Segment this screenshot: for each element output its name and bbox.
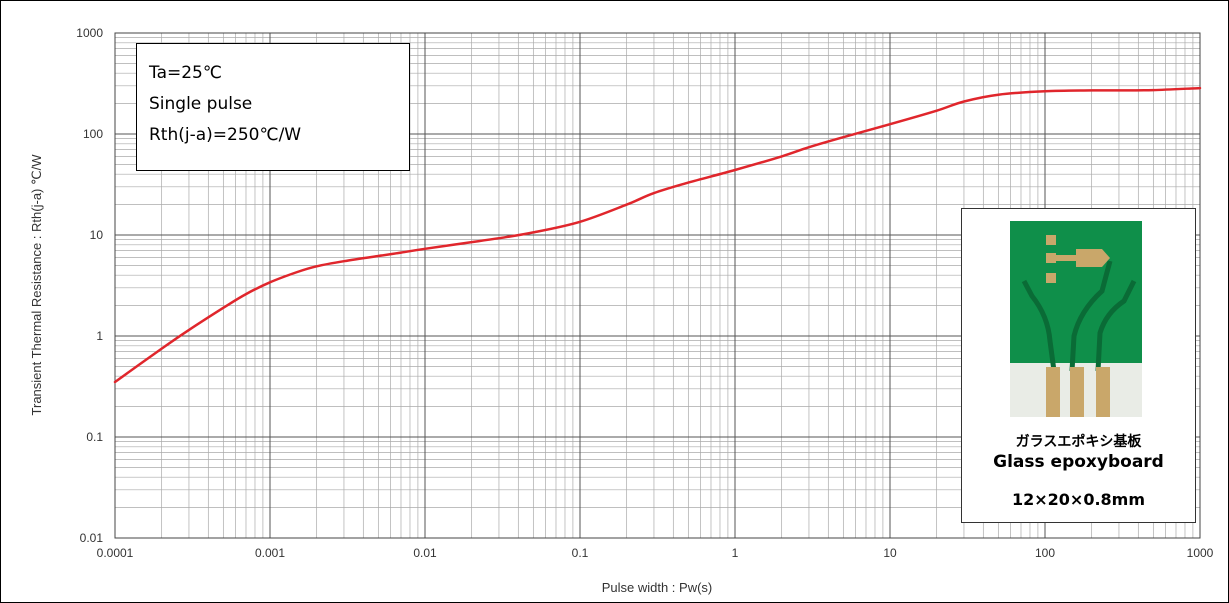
board-inset: ガラスエポキシ基板 Glass epoxyboard 12×20×0.8mm (961, 208, 1196, 523)
y-tick-label: 1000 (76, 26, 103, 40)
board-caption-japanese: ガラスエポキシ基板 (1015, 434, 1142, 450)
y-tick-label: 0.1 (86, 430, 103, 444)
x-tick-label: 1000 (1187, 546, 1214, 560)
y-tick-label: 1 (96, 329, 103, 343)
x-axis-label: Pulse width : Pw(s) (602, 580, 713, 595)
pcb-trace (1069, 260, 1113, 372)
pcb-pad (1076, 249, 1110, 267)
pcb-pad (1046, 235, 1056, 245)
x-tick-label: 100 (1035, 546, 1055, 560)
y-axis-label: Transient Thermal Resistance : Rth(j-a) … (29, 154, 44, 416)
pcb-lead-pad (1046, 367, 1060, 417)
x-tick-label: 0.0001 (97, 546, 134, 560)
board-dimensions: 12×20×0.8mm (1011, 490, 1146, 509)
annotation-pulse: Single pulse (149, 94, 253, 114)
pcb-lead-pad (1070, 367, 1084, 417)
y-tick-label: 100 (83, 127, 103, 141)
plot-area-border (114, 32, 1201, 539)
series-line (113, 86, 1202, 384)
pcb-pad (1046, 253, 1056, 263)
pcb-trace (1021, 279, 1057, 372)
y-tick-labels: 1000 100 10 1 0.1 0.01 (76, 26, 103, 545)
pcb-trace (1095, 279, 1137, 372)
y-tick-label: 0.01 (80, 531, 104, 545)
pcb-pad (1056, 255, 1080, 261)
x-tick-label: 0.1 (572, 546, 589, 560)
x-tick-labels: 0.0001 0.001 0.01 0.1 1 10 100 1000 (97, 546, 1214, 560)
y-tick-label: 10 (90, 228, 104, 242)
board-caption-english: Glass epoxyboard (993, 452, 1164, 472)
conditions-annotation: Ta=25℃ Single pulse Rth(j-a)=250℃/W (136, 43, 410, 171)
pcb-board-image (1010, 221, 1142, 417)
pcb-pad (1046, 273, 1056, 283)
annotation-temperature: Ta=25℃ (149, 63, 222, 83)
annotation-rth: Rth(j-a)=250℃/W (149, 125, 302, 145)
x-tick-label: 0.001 (255, 546, 285, 560)
x-tick-label: 0.01 (413, 546, 437, 560)
x-tick-label: 1 (732, 546, 739, 560)
pcb-lead-pad (1096, 367, 1110, 417)
x-tick-label: 10 (883, 546, 897, 560)
